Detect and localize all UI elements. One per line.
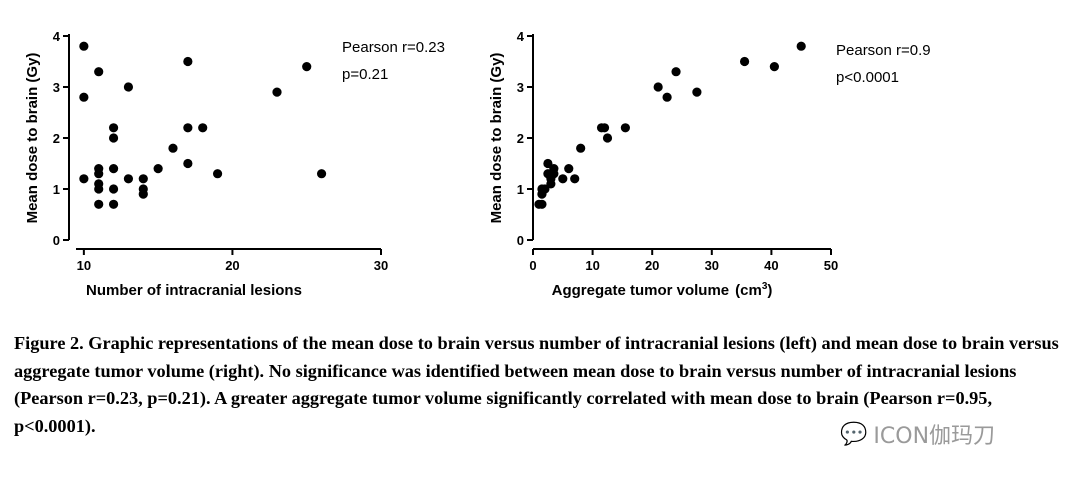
x-tick-label: 10 [585, 258, 599, 273]
data-point [671, 67, 681, 77]
data-point [769, 62, 779, 72]
data-point [168, 143, 178, 153]
data-point [602, 133, 613, 143]
y-tick-label: 3 [517, 80, 524, 95]
y-tick-label: 2 [517, 131, 524, 146]
x-axis-label: Aggregate tumor volume (cm3) [552, 281, 773, 299]
x-axis-unit-sup: 3 [762, 281, 768, 292]
x-axis-label: Number of intracranial lesions [86, 282, 302, 299]
data-point [212, 169, 223, 179]
data-point [662, 92, 672, 102]
data-point [183, 123, 193, 133]
x-axis-unit: (cm [735, 282, 762, 299]
data-point [79, 41, 89, 51]
data-point [316, 169, 327, 179]
pearson-annotation: Pearson r=0.95 [836, 42, 930, 59]
data-point [94, 169, 104, 179]
data-point [94, 184, 104, 194]
data-point [543, 158, 553, 169]
data-point [198, 123, 208, 133]
data-point [123, 174, 134, 184]
x-tick-label: 10 [77, 258, 91, 273]
y-tick-label: 4 [53, 29, 61, 44]
p-value-annotation: p=0.21 [342, 66, 388, 83]
data-point [108, 199, 119, 209]
y-tick-label: 0 [53, 233, 60, 248]
wechat-icon: 💬 [840, 421, 868, 447]
data-point [302, 62, 312, 72]
pearson-annotation: Pearson r=0.23 [342, 39, 445, 56]
x-axis-label-text: Aggregate tumor volume [552, 282, 730, 299]
x-tick-label: 30 [374, 258, 388, 273]
data-point [537, 199, 547, 209]
data-point [653, 82, 663, 92]
y-axis-label: Mean dose to brain (Gy) [24, 53, 41, 224]
y-tick-label: 3 [53, 80, 60, 95]
data-point [796, 41, 806, 51]
data-point [183, 56, 193, 67]
y-tick-label: 1 [53, 182, 60, 197]
data-point [94, 199, 104, 209]
data-point [108, 184, 119, 194]
caption-lead: Figure 2. [14, 333, 84, 353]
data-point [79, 92, 89, 102]
data-point [108, 133, 119, 143]
data-point [138, 189, 148, 199]
data-point [546, 179, 556, 189]
data-point [79, 174, 89, 184]
x-tick-label: 40 [764, 258, 778, 273]
data-point [108, 123, 119, 133]
data-point [564, 164, 574, 174]
watermark-text: ICON伽玛刀 [873, 424, 996, 449]
data-point [94, 67, 104, 77]
x-tick-label: 0 [529, 258, 536, 273]
caption-text: Graphic representations of the mean dose… [14, 333, 1059, 436]
y-tick-label: 1 [517, 182, 524, 197]
y-tick-label: 0 [517, 233, 524, 248]
y-tick-label: 4 [517, 29, 525, 44]
x-axis-unit-close: ) [767, 282, 772, 299]
data-point [108, 164, 119, 174]
data-point [183, 158, 193, 169]
x-tick-label: 20 [225, 258, 239, 273]
data-point [576, 143, 586, 153]
x-axis-label-text: Number of intracranial lesions [86, 282, 302, 299]
y-axis-label: Mean dose to brain (Gy) [488, 53, 505, 224]
figure-caption: Figure 2. Graphic representations of the… [14, 330, 1064, 440]
data-point [692, 87, 702, 97]
x-tick-label: 20 [645, 258, 659, 273]
y-tick-label: 2 [53, 131, 60, 146]
data-point [138, 174, 148, 184]
data-point [739, 56, 750, 67]
x-tick-label: 30 [705, 258, 719, 273]
watermark: 💬 ICON伽玛刀 [840, 418, 995, 450]
data-point [599, 123, 610, 133]
data-point [570, 174, 580, 184]
x-tick-label: 50 [824, 258, 838, 273]
data-point [153, 164, 163, 174]
data-point [620, 123, 630, 133]
data-point [272, 87, 282, 97]
scatter-chart-lesions: 0 1 2 3 4 10 20 30 Mean dose to brain (Gy) Number… [24, 29, 445, 299]
data-point [123, 82, 134, 92]
p-value-annotation: p<0.0001 [836, 69, 899, 86]
data-point [558, 174, 568, 184]
data-point [537, 189, 547, 199]
